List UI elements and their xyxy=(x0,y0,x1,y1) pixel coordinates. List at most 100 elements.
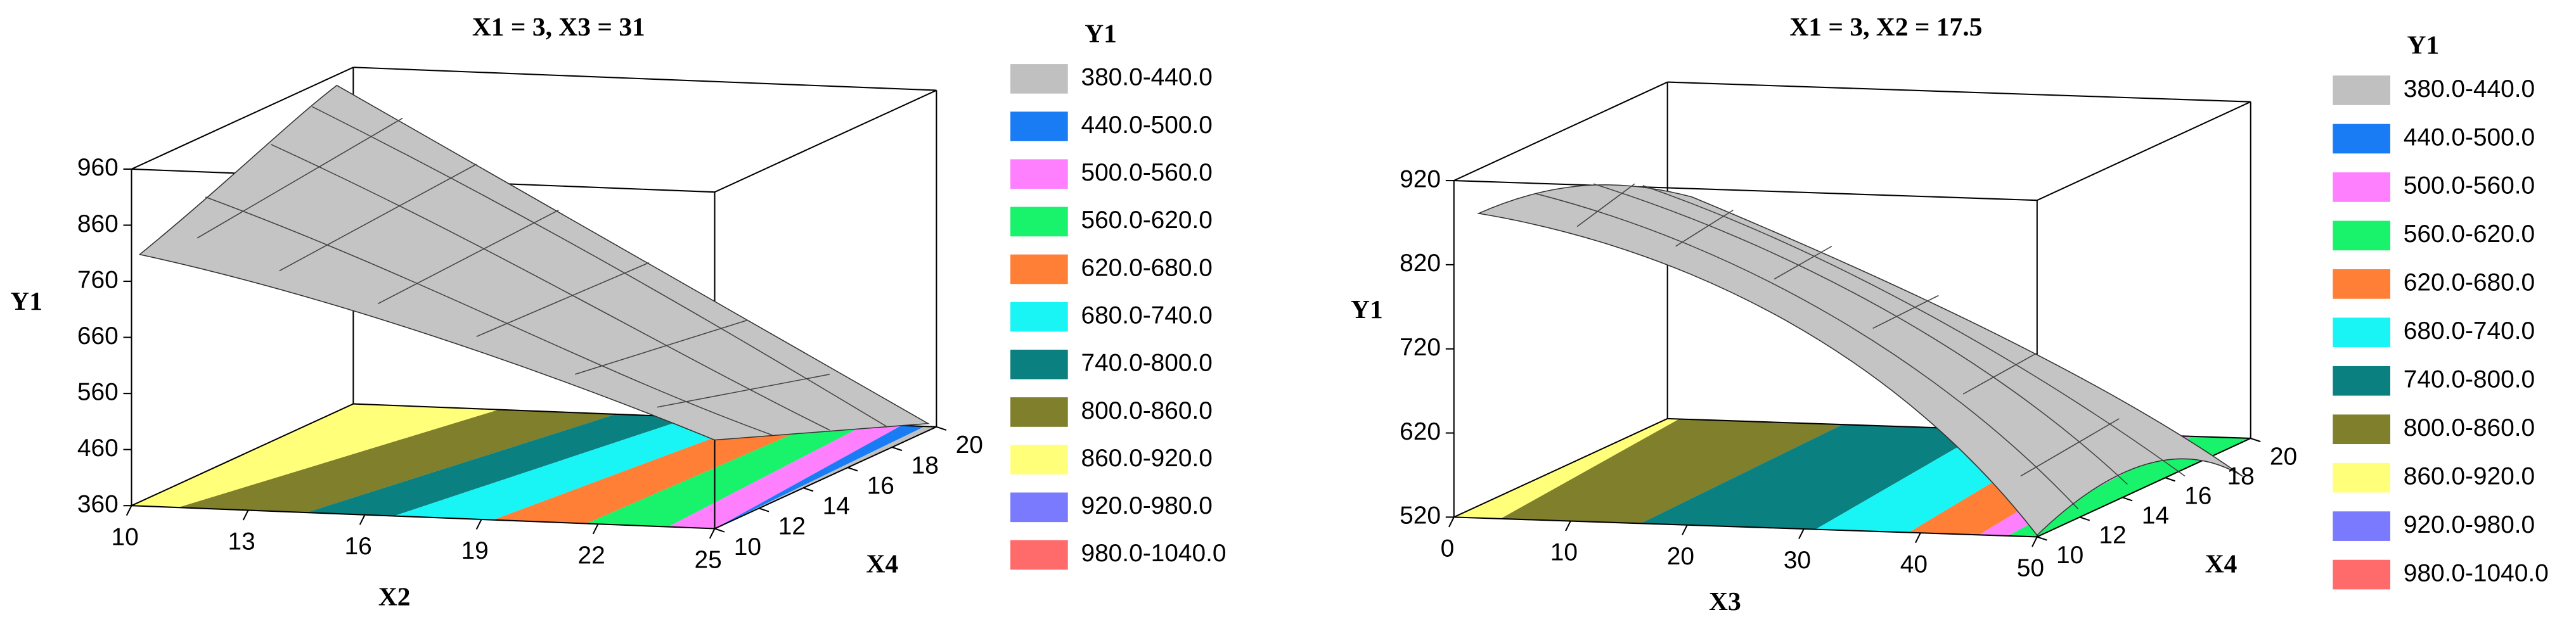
x-tick-label: 16 xyxy=(345,533,372,560)
x-tick-label: 13 xyxy=(228,528,255,556)
contour-band xyxy=(714,425,925,529)
legend-swatch xyxy=(1010,397,1068,427)
legend-label: 920.0-980.0 xyxy=(2404,511,2535,538)
x-tick-label: 30 xyxy=(1784,547,1811,574)
legend-label: 380.0-440.0 xyxy=(2404,75,2535,103)
legend-label: 800.0-860.0 xyxy=(2404,414,2535,442)
x-tick-label: 22 xyxy=(578,542,605,569)
legend-label: 680.0-740.0 xyxy=(1081,302,1212,329)
legend-swatch xyxy=(2333,172,2390,202)
y-tick xyxy=(2037,536,2047,541)
contour-band xyxy=(667,424,902,529)
x-tick xyxy=(1682,525,1688,535)
legend-label: 560.0-620.0 xyxy=(2404,220,2535,248)
legend-swatch xyxy=(2333,124,2390,154)
y-tick-label: 18 xyxy=(2227,462,2255,490)
x-tick xyxy=(475,519,482,530)
z-tick-label: 460 xyxy=(77,435,119,462)
box-edge xyxy=(353,67,937,91)
box-edge xyxy=(131,403,354,507)
y-tick xyxy=(2122,497,2133,502)
legend-label: 620.0-680.0 xyxy=(1081,254,1212,281)
response-surface xyxy=(138,84,2243,537)
legend-label: 740.0-800.0 xyxy=(2404,366,2535,393)
contour-band xyxy=(586,422,866,527)
x-tick-label: 40 xyxy=(1900,550,1928,578)
x-tick-label: 19 xyxy=(461,537,489,564)
contour-band xyxy=(394,417,762,520)
surface-right-grid xyxy=(1536,183,2186,509)
legend-swatch xyxy=(1010,64,1068,94)
legend-label: 620.0-680.0 xyxy=(2404,269,2535,296)
legend-swatch xyxy=(2333,462,2390,493)
z-tick-label: 520 xyxy=(1400,502,1441,530)
z-tick-label: 920 xyxy=(1400,165,1441,193)
box-edge xyxy=(131,67,354,170)
legend-label: 380.0-440.0 xyxy=(1081,64,1212,91)
contour-band xyxy=(2007,436,2251,537)
box-edge xyxy=(714,89,937,193)
z-tick-label: 720 xyxy=(1400,334,1441,361)
legend-swatch xyxy=(2333,220,2390,251)
legend-swatch xyxy=(1010,254,1068,284)
z-tick-label: 820 xyxy=(1400,250,1441,277)
z-tick-label: 660 xyxy=(77,322,119,350)
x-tick xyxy=(1565,521,1571,531)
legend-swatch xyxy=(2333,366,2390,396)
legend-swatch xyxy=(1010,159,1068,189)
legend-swatch xyxy=(1010,111,1068,141)
legend-swatch xyxy=(2333,414,2390,445)
y-tick xyxy=(892,446,903,452)
y-tick xyxy=(759,507,770,512)
x-tick xyxy=(242,510,249,521)
z-tick-label: 860 xyxy=(77,210,119,238)
surface-right xyxy=(1476,184,2243,537)
x-tick xyxy=(592,523,599,535)
x-tick xyxy=(126,505,132,516)
legend-label: 800.0-860.0 xyxy=(1081,397,1212,424)
box-edge xyxy=(1453,180,2037,201)
box-edge xyxy=(2037,438,2251,538)
y-tick-label: 14 xyxy=(823,493,850,520)
z-tick-label: 620 xyxy=(1400,418,1441,445)
z-tick-label: 760 xyxy=(77,266,119,293)
y-tick xyxy=(803,487,814,492)
x-axis-label: X2 xyxy=(378,582,411,611)
z-tick-label: 360 xyxy=(77,490,119,518)
z-axis-label: Y1 xyxy=(1351,295,1383,324)
x-tick-label: 10 xyxy=(1550,539,1578,566)
legend-label: 560.0-620.0 xyxy=(1081,207,1212,234)
x-tick xyxy=(359,514,366,525)
y-tick xyxy=(847,467,858,472)
box-edge xyxy=(1667,81,2251,103)
legend-swatch xyxy=(2333,317,2390,348)
legend-swatch xyxy=(1010,350,1068,379)
y-tick-label: 10 xyxy=(2056,542,2083,569)
legend-label: 740.0-800.0 xyxy=(1081,350,1212,377)
legend-label: 440.0-500.0 xyxy=(2404,124,2535,151)
x-tick xyxy=(1448,516,1455,528)
y-tick xyxy=(2165,477,2175,482)
x-tick-label: 50 xyxy=(2017,555,2044,582)
contour-band xyxy=(306,414,692,516)
contour-band xyxy=(178,409,616,513)
y-tick-label: 16 xyxy=(867,472,894,499)
y-tick xyxy=(2250,437,2261,443)
chart-title: X1 = 3, X3 = 31 xyxy=(472,12,645,41)
contour-band xyxy=(1453,418,1680,519)
legend-swatch xyxy=(2333,269,2390,299)
x-tick xyxy=(1915,532,1921,544)
legend-swatch xyxy=(2333,75,2390,105)
legend-label: 920.0-980.0 xyxy=(1081,492,1212,519)
x-tick-label: 20 xyxy=(1667,543,1694,570)
legend-swatch xyxy=(2333,511,2390,541)
legend-label: 440.0-500.0 xyxy=(1081,111,1212,139)
y-tick-label: 12 xyxy=(778,513,806,540)
y-tick-label: 20 xyxy=(2270,443,2297,470)
y-axis-label: X4 xyxy=(2205,549,2238,578)
legend-label: 500.0-560.0 xyxy=(1081,159,1212,186)
y-tick-label: 20 xyxy=(956,431,983,459)
legend-swatch xyxy=(1010,207,1068,237)
box-edge xyxy=(2037,101,2251,201)
